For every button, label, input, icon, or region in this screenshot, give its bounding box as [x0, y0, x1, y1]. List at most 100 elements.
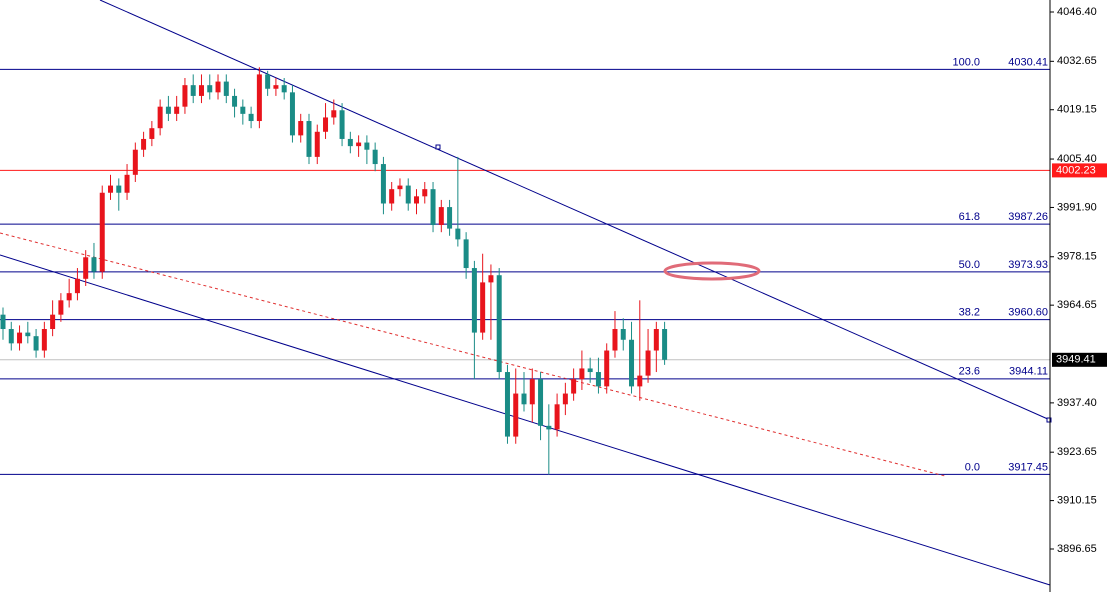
- candle-body: [562, 393, 568, 405]
- candle-body: [529, 379, 535, 405]
- fib-level-label: 50.0: [959, 259, 980, 271]
- candle-body: [538, 379, 544, 426]
- candle-body: [339, 110, 345, 139]
- candle-body: [314, 131, 320, 157]
- alert-price-box: [1052, 163, 1107, 178]
- y-tick-label: 4032.65: [1057, 55, 1097, 67]
- y-tick-label: 4005.40: [1057, 153, 1097, 165]
- fib-price-label: 3917.45: [1008, 461, 1048, 473]
- candle-body: [248, 113, 254, 122]
- candle-body: [232, 95, 238, 107]
- fib-level-label: 0.0: [965, 461, 980, 473]
- fib-level-label: 23.6: [959, 366, 980, 378]
- candle-body: [504, 372, 510, 437]
- y-tick-label: 3964.65: [1057, 299, 1097, 311]
- fib-level-label: 38.2: [959, 307, 980, 319]
- candle-body: [265, 74, 271, 89]
- candle-body: [141, 138, 147, 150]
- candle-body: [33, 336, 39, 351]
- candle-body: [8, 329, 14, 344]
- y-tick-label: 4019.15: [1057, 104, 1097, 116]
- candles: [0, 67, 668, 475]
- candle-body: [662, 329, 668, 360]
- y-tick-label: 3937.40: [1057, 397, 1097, 409]
- candle-body: [323, 117, 329, 132]
- candle-body: [91, 257, 97, 272]
- candle-body: [645, 350, 651, 376]
- candle-body: [66, 293, 72, 301]
- candle-body: [587, 368, 593, 373]
- candle-body: [331, 110, 337, 118]
- candle-body: [58, 300, 64, 315]
- fib-baseline: [0, 232, 946, 477]
- candle-body: [99, 192, 105, 272]
- candle-body: [198, 85, 204, 96]
- candle-body: [629, 339, 635, 387]
- candle-body: [554, 404, 560, 430]
- fib-price-label: 4030.41: [1008, 56, 1048, 68]
- candle-body: [447, 207, 453, 229]
- axis-labels: 4046.40 4032.65 4019.15 4005.40 3991.90 3978.…: [1050, 6, 1107, 555]
- candle-body: [182, 85, 188, 107]
- candle-body: [108, 185, 114, 193]
- candle-body: [430, 189, 436, 226]
- fib-level-label: 100.0: [952, 56, 980, 68]
- candle-body: [496, 275, 502, 373]
- candle-body: [273, 85, 279, 89]
- candle-body: [620, 329, 626, 340]
- candle-body: [215, 81, 221, 93]
- trendline: [99, 0, 1051, 421]
- candle-body: [389, 189, 395, 204]
- anchor-point: [435, 144, 441, 150]
- candle-body: [463, 239, 469, 269]
- candle-body: [289, 92, 295, 136]
- candle-body: [380, 164, 386, 204]
- candle-body: [604, 350, 610, 387]
- candle-body: [165, 106, 171, 114]
- y-tick-label: 3923.65: [1057, 446, 1097, 458]
- candle-body: [83, 257, 89, 279]
- candle-body: [471, 268, 477, 333]
- candle-body: [174, 106, 180, 114]
- candle-body: [422, 189, 428, 197]
- y-tick-label: 3910.15: [1057, 495, 1097, 507]
- trendline: [0, 254, 1051, 586]
- y-tick-label: 3896.65: [1057, 543, 1097, 555]
- candle-body: [438, 207, 444, 226]
- candle-body: [455, 228, 461, 240]
- candle-body: [521, 393, 527, 405]
- candle-body: [50, 314, 56, 330]
- levels: 100.0 4030.41 61.8 3987.26 50.0 3973.93 38.2 39…: [0, 56, 1050, 475]
- fib-price-label: 3960.60: [1008, 307, 1048, 319]
- fib-price-label: 3987.26: [1008, 211, 1048, 223]
- y-tick-label: 3978.15: [1057, 251, 1097, 263]
- candle-body: [306, 121, 312, 157]
- candle-body: [124, 174, 130, 193]
- candle-body: [25, 332, 31, 337]
- candle-body: [488, 275, 494, 283]
- candle-body: [653, 329, 659, 351]
- candle-body: [149, 128, 155, 139]
- candle-body: [364, 142, 370, 150]
- current-price-box: [1052, 352, 1107, 367]
- candle-body: [116, 185, 122, 193]
- candle-body: [298, 121, 304, 136]
- candle-body: [414, 196, 419, 204]
- candle-body: [480, 282, 486, 333]
- candle-body: [546, 425, 552, 430]
- candle-body: [595, 372, 601, 387]
- candle-body: [223, 81, 229, 96]
- fib-price-label: 3973.93: [1008, 259, 1048, 271]
- alert-price-label: 4002.23: [1056, 164, 1096, 176]
- candle-body: [372, 149, 378, 165]
- candle-body: [579, 368, 585, 380]
- candle-body: [637, 375, 643, 387]
- candle-body: [41, 329, 47, 351]
- candle-body: [240, 106, 246, 114]
- candle-body: [157, 106, 163, 129]
- candle-body: [513, 393, 519, 437]
- candle-body: [347, 138, 353, 147]
- candle-body: [74, 278, 80, 294]
